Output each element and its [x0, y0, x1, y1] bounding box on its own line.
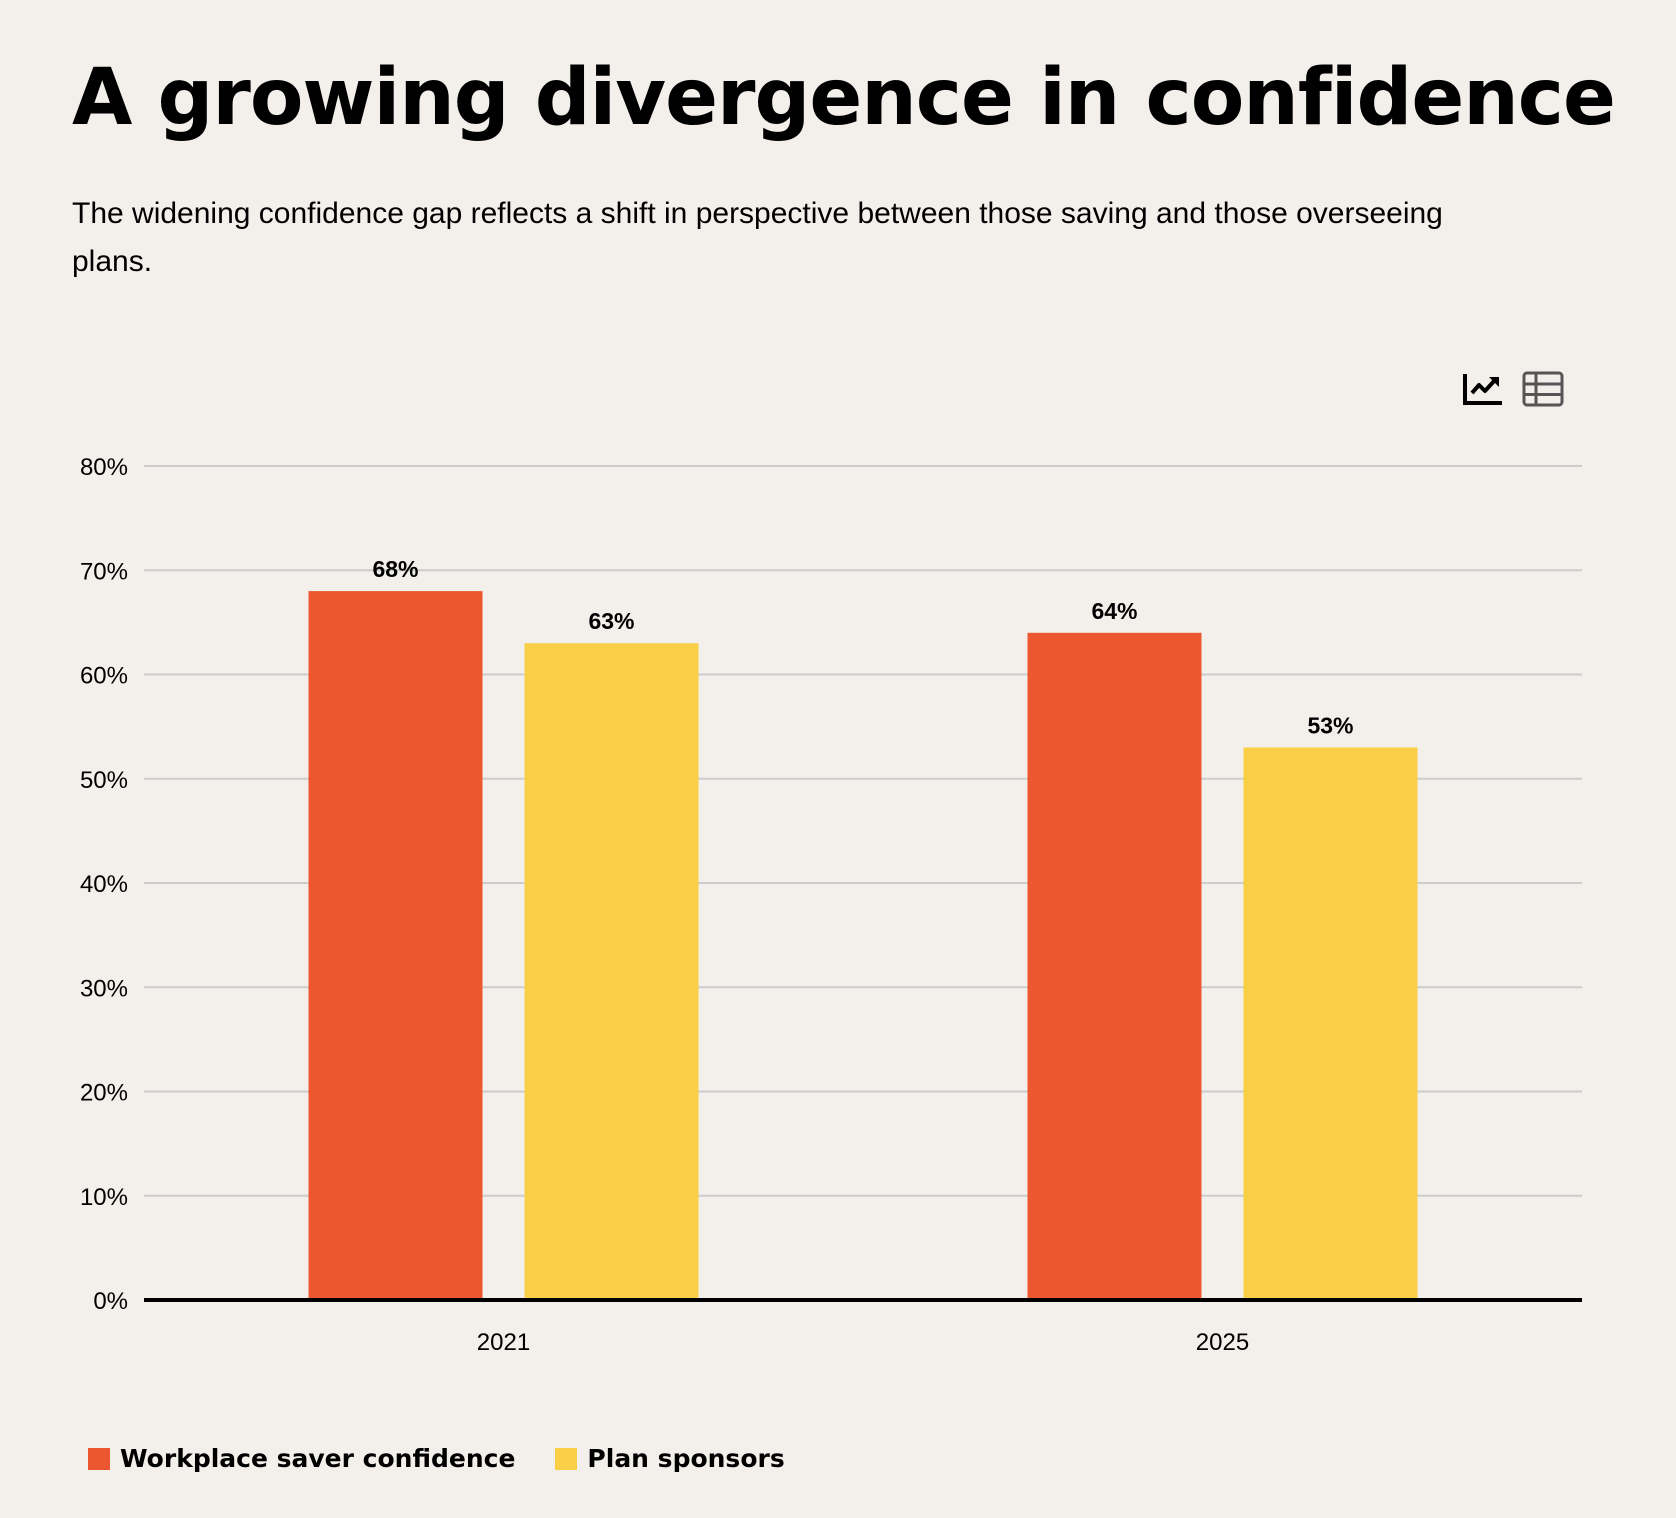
- y-tick-label: 40%: [80, 871, 128, 898]
- y-tick-label: 0%: [93, 1288, 128, 1315]
- bar-2025-1[interactable]: [1243, 747, 1418, 1300]
- bar-chart: 0%10%20%30%40%50%60%70%80% 68%63% 64%53% …: [80, 454, 1582, 1356]
- y-tick-label: 30%: [80, 975, 128, 1002]
- data-label: 63%: [588, 608, 634, 634]
- table-icon: [1522, 371, 1564, 407]
- legend-swatch-plan-sponsors: [555, 1447, 578, 1470]
- legend-item-plan-sponsors[interactable]: Plan sponsors: [555, 1444, 785, 1473]
- data-label: 53%: [1307, 712, 1353, 738]
- data-label: 68%: [372, 556, 418, 582]
- x-tick-label: 2025: [1196, 1329, 1249, 1356]
- chart-subtitle: The widening confidence gap reflects a s…: [72, 197, 1443, 278]
- y-tick-label: 60%: [80, 663, 128, 690]
- legend-item-workplace-saver[interactable]: Workplace saver confidence: [88, 1444, 515, 1473]
- line-chart-icon: [1463, 374, 1502, 405]
- legend: Workplace saver confidence Plan sponsors: [88, 1444, 785, 1473]
- y-tick-label: 20%: [80, 1080, 128, 1107]
- chart-title: A growing divergence in confidence: [72, 53, 1616, 143]
- x-tick-label: 2021: [477, 1329, 530, 1356]
- bar-2025-0[interactable]: [1027, 632, 1202, 1300]
- legend-label: Workplace saver confidence: [120, 1444, 516, 1473]
- table-view-button[interactable]: [1522, 368, 1564, 410]
- y-tick-label: 10%: [80, 1184, 128, 1211]
- y-tick-label: 70%: [80, 558, 128, 585]
- y-tick-label: 50%: [80, 767, 128, 794]
- legend-label: Plan sponsors: [587, 1444, 785, 1473]
- data-label: 64%: [1091, 598, 1137, 624]
- view-toggle: [1462, 368, 1564, 410]
- bar-2021-1[interactable]: [524, 643, 699, 1300]
- bar-2021-0[interactable]: [308, 591, 483, 1300]
- chart-view-button[interactable]: [1462, 368, 1504, 410]
- legend-swatch-workplace-saver: [88, 1447, 110, 1470]
- y-tick-label: 80%: [80, 454, 128, 481]
